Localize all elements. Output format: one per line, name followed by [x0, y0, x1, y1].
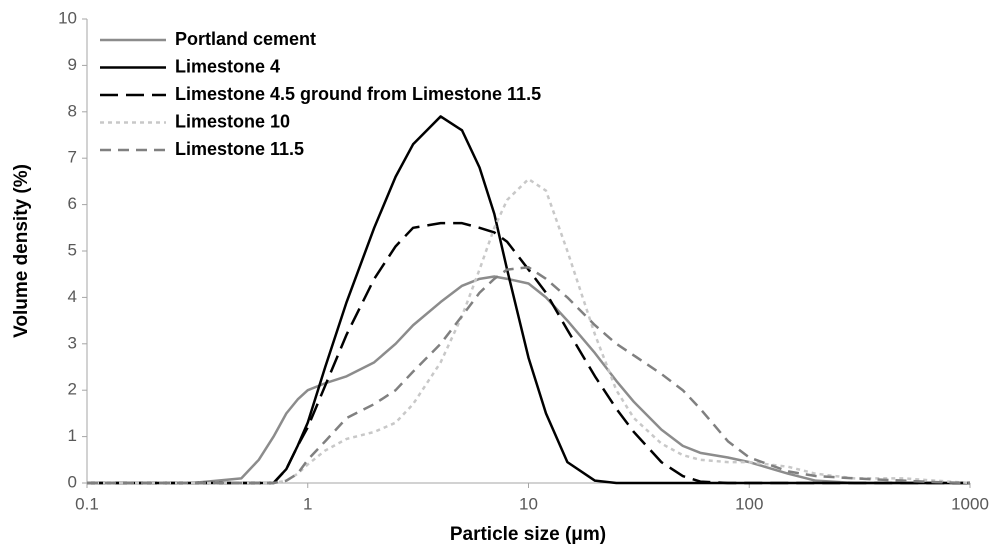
x-tick-label: 100 — [735, 494, 763, 513]
y-tick-label: 3 — [68, 333, 77, 352]
x-axis-title: Particle size (μm) — [450, 524, 606, 545]
y-tick-label: 5 — [68, 240, 77, 259]
y-tick-label: 10 — [58, 8, 77, 27]
y-tick-label: 4 — [68, 287, 77, 306]
legend-label: Limestone 4 — [175, 56, 280, 76]
legend-label: Limestone 4.5 ground from Limestone 11.5 — [175, 84, 541, 104]
series-line — [87, 177, 971, 485]
legend-label: Limestone 10 — [175, 111, 290, 131]
x-tick-label: 1 — [303, 494, 312, 513]
series-line — [87, 275, 970, 485]
x-tick-label: 10 — [519, 494, 538, 513]
series-line — [87, 115, 970, 485]
legend-label: Portland cement — [175, 29, 316, 49]
legend-label: Limestone 11.5 — [175, 139, 304, 159]
series-line — [87, 221, 970, 485]
y-axis-title: Volume density (%) — [11, 164, 32, 338]
y-tick-label: 6 — [68, 194, 77, 213]
x-tick-label: 0.1 — [75, 494, 99, 513]
y-tick-label: 7 — [68, 148, 77, 167]
y-tick-label: 2 — [68, 380, 77, 399]
y-tick-label: 8 — [68, 101, 77, 120]
y-tick-label: 0 — [68, 472, 77, 491]
y-tick-label: 9 — [68, 55, 77, 74]
y-tick-label: 1 — [68, 426, 77, 445]
series-line — [87, 265, 971, 485]
x-tick-label: 1000 — [951, 494, 989, 513]
